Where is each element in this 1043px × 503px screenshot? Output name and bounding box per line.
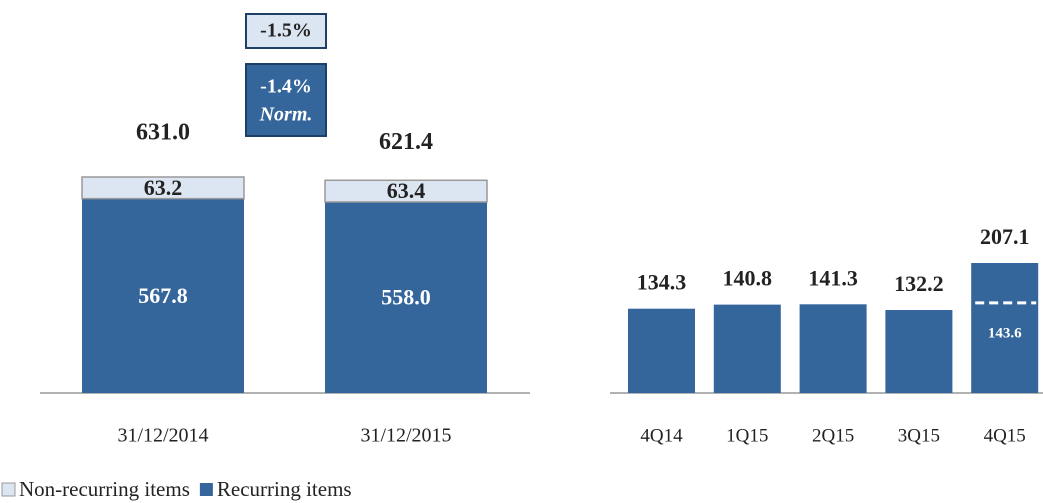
x-tick-label: 4Q14	[640, 425, 683, 446]
bar	[885, 310, 953, 393]
value-label: 63.4	[387, 178, 426, 203]
x-tick-label: 31/12/2015	[360, 425, 451, 447]
x-tick-label: 2Q15	[812, 425, 854, 446]
bar-segment	[82, 198, 244, 393]
value-label: 63.2	[144, 175, 183, 200]
value-label: 558.0	[381, 285, 431, 310]
value-label: 132.2	[894, 271, 944, 296]
x-tick-label: 31/12/2014	[117, 425, 208, 447]
value-label: 207.1	[980, 224, 1030, 249]
bar	[971, 263, 1039, 393]
annotation-box	[245, 13, 327, 49]
normalized-label: 143.6	[988, 325, 1022, 341]
value-label: 141.3	[808, 265, 858, 290]
bar-segment	[325, 201, 487, 393]
total-label: 621.4	[379, 129, 433, 155]
bar	[799, 304, 867, 393]
bar-segment	[324, 179, 488, 203]
x-tick-label: 4Q15	[984, 425, 1026, 446]
legend-label: Non-recurring items	[19, 477, 190, 501]
value-label: 134.3	[637, 270, 687, 295]
annotation: Norm.	[259, 104, 313, 126]
legend-swatch	[199, 483, 213, 496]
annotation-box	[245, 63, 327, 137]
bar	[713, 304, 781, 393]
value-label: 140.8	[723, 266, 773, 291]
bar-segment	[81, 176, 245, 200]
legend-label: Recurring items	[217, 477, 352, 501]
legend-swatch	[1, 482, 16, 497]
value-label: 567.8	[138, 283, 188, 308]
x-tick-label: 3Q15	[898, 425, 940, 446]
bar	[628, 308, 695, 393]
x-tick-label: 1Q15	[726, 425, 768, 446]
total-label: 631.0	[136, 120, 190, 146]
annotation: -1.5%	[260, 20, 312, 42]
annotation: -1.4%	[260, 76, 312, 98]
